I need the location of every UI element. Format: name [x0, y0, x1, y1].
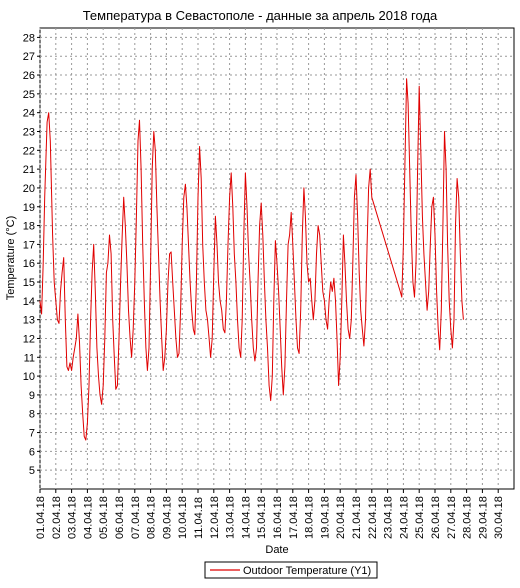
y-tick-label: 9: [29, 390, 35, 402]
y-tick-label: 12: [23, 333, 35, 345]
x-tick-label: 11.04.18: [193, 497, 205, 539]
x-tick-label: 02.04.18: [51, 496, 63, 539]
x-tick-label: 06.04.18: [114, 496, 126, 539]
y-tick-label: 20: [23, 183, 35, 195]
x-tick-label: 22.04.18: [367, 496, 379, 539]
x-tick-label: 14.04.18: [240, 496, 252, 539]
series-line-outdoor-temperature: [39, 78, 464, 441]
x-tick-label: 12.04.18: [209, 496, 221, 539]
x-tick-label: 28.04.18: [462, 496, 474, 539]
y-tick-label: 7: [29, 428, 35, 440]
x-tick-label: 21.04.18: [351, 496, 363, 539]
x-tick-label: 26.04.18: [430, 496, 442, 539]
y-tick-label: 8: [29, 409, 35, 421]
y-tick-label: 23: [23, 126, 35, 138]
y-tick-label: 18: [23, 221, 35, 233]
x-tick-label: 09.04.18: [161, 496, 173, 539]
y-tick-label: 22: [23, 145, 35, 157]
x-tick-label: 23.04.18: [383, 496, 395, 539]
y-tick-label: 24: [23, 108, 35, 120]
legend: Outdoor Temperature (Y1): [204, 561, 378, 579]
x-tick-label: 04.04.18: [82, 496, 94, 539]
y-tick-label: 28: [23, 32, 35, 44]
y-tick-label: 13: [23, 315, 35, 327]
y-tick-label: 5: [29, 465, 35, 477]
x-tick-label: 27.04.18: [446, 496, 458, 539]
y-tick-label: 6: [29, 446, 35, 458]
x-tick-label: 25.04.18: [414, 496, 426, 539]
x-tick-label: 24.04.18: [398, 496, 410, 539]
x-tick-label: 29.04.18: [477, 496, 489, 539]
x-axis-ticks: 01.04.18 02.04.18 03.04.18 04.04.18 05.04.18…: [35, 489, 505, 539]
y-tick-label: 19: [23, 202, 35, 214]
y-tick-label: 15: [23, 277, 35, 289]
x-tick-label: 17.04.18: [288, 496, 300, 539]
y-tick-label: 21: [23, 164, 35, 176]
x-tick-label: 10.04.18: [177, 496, 189, 539]
y-tick-label: 25: [23, 89, 35, 101]
y-tick-label: 16: [23, 258, 35, 270]
y-tick-label: 17: [23, 239, 35, 251]
y-tick-label: 14: [23, 296, 35, 308]
x-tick-label: 05.04.18: [98, 496, 110, 539]
x-tick-label: 18.04.18: [304, 496, 316, 539]
legend-label: Outdoor Temperature (Y1): [243, 565, 371, 577]
x-tick-label: 07.04.18: [130, 496, 142, 539]
x-tick-label: 01.04.18: [35, 496, 47, 539]
series-group: [39, 78, 464, 441]
chart-title: Температура в Севастополе - данные за ап…: [83, 8, 438, 23]
x-axis-label: Date: [265, 544, 288, 556]
y-axis-ticks: 5 6 7 8 9 10 11 12 13 14 15 16 17 18 19 20 21 22 23 24 25 26 2…: [23, 32, 40, 477]
x-tick-label: 08.04.18: [146, 496, 158, 539]
x-tick-label: 30.04.18: [493, 496, 505, 539]
y-tick-label: 27: [23, 51, 35, 63]
y-tick-label: 26: [23, 70, 35, 82]
legend-box: [204, 561, 378, 579]
x-tick-label: 03.04.18: [67, 496, 79, 539]
x-tick-label: 15.04.18: [256, 496, 268, 539]
x-tick-label: 13.04.18: [225, 496, 237, 539]
x-tick-label: 16.04.18: [272, 496, 284, 539]
x-tick-label: 19.04.18: [319, 496, 331, 539]
y-tick-label: 11: [24, 352, 35, 364]
x-tick-label: 20.04.18: [335, 496, 347, 539]
y-axis-label: Temperature (°C): [5, 216, 17, 300]
y-tick-label: 10: [23, 371, 35, 383]
